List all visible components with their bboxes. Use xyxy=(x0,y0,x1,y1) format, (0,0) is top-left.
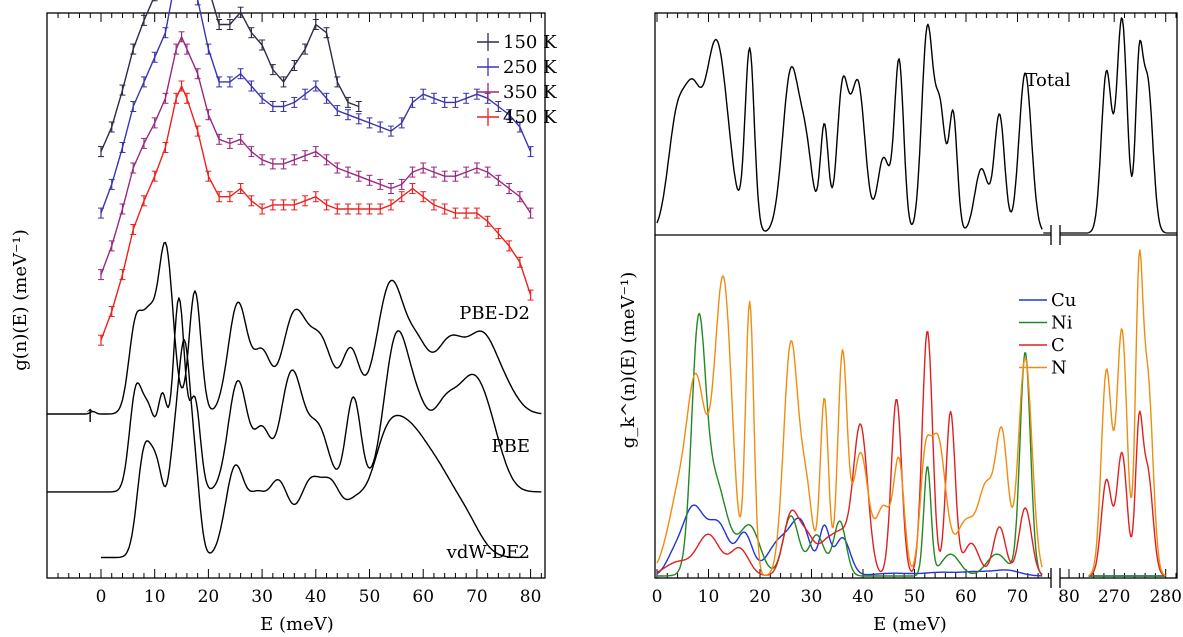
left-y-axis-label: g(n)(E) (meV⁻¹) xyxy=(10,229,31,371)
series-c xyxy=(656,331,1166,577)
right-tick-label: 50 xyxy=(904,587,926,607)
legend-label-350-k: 350 K xyxy=(503,82,557,103)
left-x-axis-label: E (meV) xyxy=(260,614,334,635)
label-pbe-d2: PBE-D2 xyxy=(459,303,530,324)
series-ni xyxy=(657,312,1166,577)
right-x-ticks xyxy=(656,13,1177,578)
right-tick-label: 60 xyxy=(955,587,977,607)
left-tick-label: 30 xyxy=(251,587,273,607)
left-curves xyxy=(47,0,542,559)
right-tick-label: 10 xyxy=(698,587,720,607)
total-label: Total xyxy=(1025,70,1070,91)
series-250-k xyxy=(100,0,532,214)
right-y-axis-label: g_k^(n)(E) (meV⁻¹) xyxy=(618,272,639,449)
axis-break-gap xyxy=(1051,568,1060,588)
label-vdw-df2: vdW-DF2 xyxy=(446,542,530,563)
right-plot-frame xyxy=(654,12,1178,579)
right-tick-label: 20 xyxy=(749,587,771,607)
legend-label-n: N xyxy=(1051,358,1067,379)
legend-label-450-k: 450 K xyxy=(503,107,557,128)
left-plot-frame xyxy=(46,12,546,579)
axis-break-marks xyxy=(1050,225,1061,588)
left-tick-label: 10 xyxy=(144,587,166,607)
right-element-curves xyxy=(656,249,1166,577)
left-tick-label: 20 xyxy=(198,587,220,607)
series-450-k xyxy=(100,85,532,341)
legend-label-cu: Cu xyxy=(1051,290,1076,311)
right-tick-label: 30 xyxy=(801,587,823,607)
series-350-k xyxy=(100,36,532,275)
left-tick-label: 70 xyxy=(466,587,488,607)
left-arrow-annotation: ↑ xyxy=(82,406,97,427)
left-tick-label: 0 xyxy=(96,587,107,607)
left-legend: 150 K 250 K 350 K 450 K xyxy=(477,32,557,128)
legend-label-250-k: 250 K xyxy=(503,57,557,78)
left-x-ticks xyxy=(57,13,542,578)
series-n xyxy=(656,249,1166,577)
left-tick-label: 60 xyxy=(412,587,434,607)
left-tick-label: 40 xyxy=(305,587,327,607)
series-pbe xyxy=(47,297,542,493)
right-tick-label: 270 xyxy=(1098,587,1130,607)
legend-label-150-k: 150 K xyxy=(503,32,557,53)
right-panel: 0 10 20 30 40 50 60 70 80 270 280 E (meV) g_k^(n)(… xyxy=(618,12,1182,635)
right-tick-label: 280 xyxy=(1149,587,1181,607)
legend-label-ni: Ni xyxy=(1051,313,1073,334)
left-x-tick-labels: 0 10 20 30 40 50 60 70 80 xyxy=(96,587,542,607)
right-x-tick-labels: 0 10 20 30 40 50 60 70 80 270 280 xyxy=(652,587,1182,607)
series-150-k xyxy=(100,0,360,152)
series-total xyxy=(656,17,1166,234)
right-tick-label: 0 xyxy=(652,587,663,607)
left-tick-label: 80 xyxy=(520,587,542,607)
right-tick-label: 80 xyxy=(1058,587,1080,607)
right-tick-label: 40 xyxy=(852,587,874,607)
left-panel: 0 10 20 30 40 50 60 70 80 E (meV) g(n)(E) (meV⁻¹… xyxy=(10,0,557,635)
legend-label-c: C xyxy=(1051,335,1065,356)
label-pbe: PBE xyxy=(492,436,530,457)
right-x-axis-label: E (meV) xyxy=(873,614,947,635)
total-curve xyxy=(656,17,1177,234)
left-tick-label: 50 xyxy=(359,587,381,607)
axis-break-gap xyxy=(1051,225,1060,245)
series-pbe-d2 xyxy=(47,241,542,415)
series-vdw-df2 xyxy=(101,338,520,559)
right-tick-label: 70 xyxy=(1007,587,1029,607)
